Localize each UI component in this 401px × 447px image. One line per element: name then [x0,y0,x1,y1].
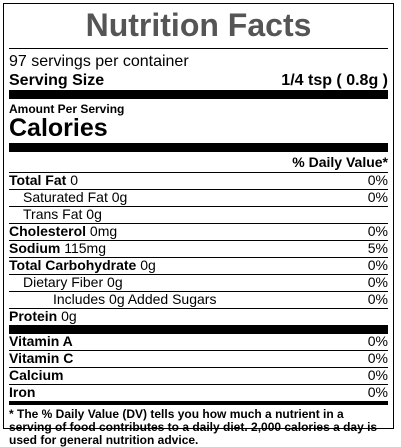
vitamin-daily-value: 0% [367,350,388,366]
nutrient-name: Total Carbohydrate [9,257,137,273]
nutrient-row: Protein 0g [9,309,388,325]
nutrient-amount: 0 [70,172,78,188]
vitamin-name: Iron [9,384,36,400]
daily-value-header: % Daily Value* [292,154,388,170]
nutrient-daily-value: 0% [367,172,388,188]
nutrient-name-cell: Total Carbohydrate 0g [9,258,156,274]
divider-medium [9,401,388,405]
divider-thick [9,90,388,99]
vitamin-daily-value: 0% [367,333,388,349]
nutrient-row: Dietary Fiber 0g 0% [9,275,388,292]
vitamin-row: Calcium 0% [9,368,388,385]
divider-thick [9,325,388,334]
serving-size-label: Serving Size [9,72,105,89]
nutrient-name-cell: Protein 0g [9,309,77,325]
nutrient-amount: 0g [86,206,102,222]
vitamin-name: Vitamin A [9,333,73,349]
nutrient-daily-value: 5% [367,240,388,256]
nutrient-daily-value: 0% [367,223,388,239]
divider [9,172,388,173]
nutrient-name: Trans Fat [23,206,83,222]
nutrient-name-cell: Total Fat 0 [9,173,78,189]
nutrient-row: Cholesterol 0mg 0% [9,224,388,241]
nutrient-daily-value: 0% [367,189,388,205]
serving-size-value: 1/4 tsp ( 0.8g ) [281,72,388,89]
nutrient-amount: 0g [111,189,128,205]
nutrient-daily-value: 0% [367,257,388,273]
nutrient-row: Total Carbohydrate 0g 0% [9,258,388,275]
vitamin-row: Vitamin A 0% [9,334,388,351]
nutrient-name: Cholesterol [9,223,87,239]
vitamin-list: Vitamin A 0% Vitamin C 0% Calcium 0% Iron 0% [9,334,388,401]
vitamin-name: Calcium [9,367,64,383]
serving-size-row: Serving Size 1/4 tsp ( 0.8g ) [9,71,388,90]
nutrient-name-cell: Saturated Fat 0g [9,190,127,206]
nutrient-amount: 115mg [64,240,107,256]
calories-label: Calories [9,114,108,142]
nutrient-name-cell: Cholesterol 0mg [9,224,117,240]
nutrient-name: Dietary Fiber [23,274,104,290]
nutrient-row: Saturated Fat 0g 0% [9,190,388,207]
nutrient-amount: 0g [61,308,77,324]
vitamin-daily-value: 0% [367,384,388,400]
nutrient-list: Total Fat 0 0% Saturated Fat 0g 0% Trans Fat… [9,173,388,325]
nutrient-amount: 0mg [89,223,118,239]
nutrient-name: Sodium [9,240,61,256]
nutrient-name-cell: Dietary Fiber 0g [9,275,123,291]
divider [9,48,388,49]
nutrient-row: Includes 0g Added Sugars 0% [9,292,388,309]
nutrient-amount: 0g [140,257,156,273]
nutrient-name: Total Fat [9,172,67,188]
vitamin-row: Iron 0% [9,385,388,401]
nutrient-name: Protein [9,308,58,324]
footnote: * The % Daily Value (DV) tells you how m… [9,407,378,447]
nutrient-name-cell: Includes 0g Added Sugars [9,292,216,308]
vitamin-name: Vitamin C [9,350,74,366]
nutrient-daily-value: 0% [367,291,388,307]
nutrient-daily-value: 0% [367,274,388,290]
vitamin-row: Vitamin C 0% [9,351,388,368]
nutrient-amount: 0g [107,274,123,290]
servings-per-container: 97 servings per container [9,53,189,70]
nutrition-facts-label: Nutrition Facts 97 servings per containe… [3,3,394,447]
divider-thick [9,143,388,152]
amount-per-serving: Amount Per Serving [9,102,125,116]
nutrient-name: Includes 0g Added Sugars [53,291,217,307]
nutrient-row: Sodium 115mg 5% [9,241,388,258]
nutrient-row: Total Fat 0 0% [9,173,388,190]
nutrient-name-cell: Trans Fat 0g [9,207,102,223]
label-title: Nutrition Facts [85,7,312,43]
nutrient-name: Saturated Fat [23,189,108,205]
nutrient-name-cell: Sodium 115mg [9,241,106,257]
nutrient-row: Trans Fat 0g [9,207,388,224]
vitamin-daily-value: 0% [367,367,388,383]
